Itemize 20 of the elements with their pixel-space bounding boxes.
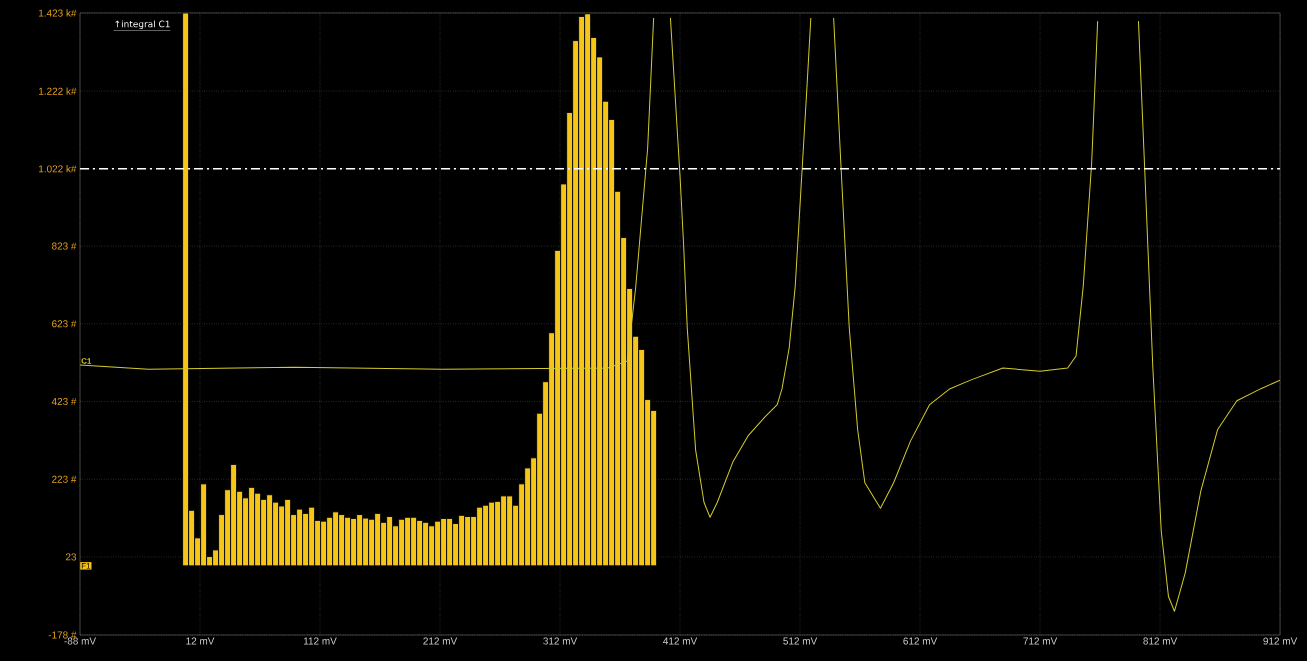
y-tick-label: 1.022 k# — [39, 165, 77, 173]
x-tick-label: 412 mV — [663, 637, 698, 645]
y-tick-label: 23 — [65, 553, 77, 561]
y-tick-label: 823 # — [51, 242, 77, 250]
x-tick-label: 812 mV — [1143, 637, 1178, 645]
x-tick-label: 512 mV — [783, 637, 818, 645]
x-tick-label: -88 mV — [64, 637, 97, 645]
x-tick-label: 612 mV — [903, 637, 938, 645]
x-tick-label: 312 mV — [543, 637, 578, 645]
y-tick-label: 1.222 k# — [39, 87, 77, 95]
annotation: ↑integral C1 — [115, 20, 170, 30]
y-tick-label: 1.423 k# — [39, 9, 77, 17]
y-tick-label: 223 # — [52, 475, 77, 483]
x-tick-label: 12 mV — [186, 637, 215, 645]
x-tick-label: 112 mV — [303, 637, 337, 645]
y-tick-label: 623 # — [52, 320, 77, 328]
x-tick-label: 212 mV — [423, 637, 458, 645]
y-tick-label: 423 # — [51, 397, 77, 406]
x-tick-label: 912 mV — [1263, 637, 1298, 645]
x-tick-label: 712 mV — [1023, 637, 1058, 645]
